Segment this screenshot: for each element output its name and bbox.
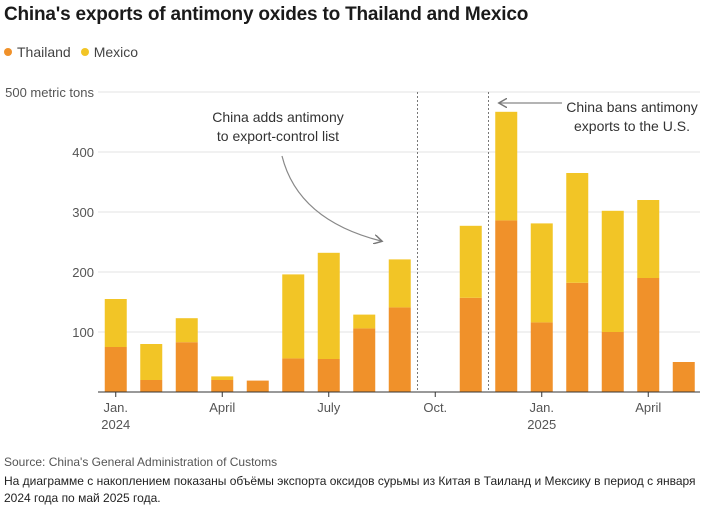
bar-mexico — [601, 210, 624, 332]
y-tick-label: 300 — [72, 205, 94, 220]
bar-mexico — [211, 376, 234, 380]
bar-mexico — [282, 274, 305, 359]
bar-thailand — [459, 297, 482, 392]
bar-mexico — [317, 252, 340, 359]
bar-thailand — [495, 220, 518, 392]
legend-item-mexico: Mexico — [80, 44, 139, 60]
bar-thailand — [637, 278, 660, 392]
chart-title: China's exports of antimony oxides to Th… — [4, 4, 529, 25]
bar-thailand — [211, 380, 234, 392]
x-tick-label: July — [317, 400, 341, 415]
gridlines — [98, 91, 700, 333]
bar-mexico — [175, 318, 198, 343]
bar-mexico — [388, 259, 411, 308]
annotation-us-ban-text: exports to the U.S. — [574, 118, 690, 134]
legend-swatch-mexico — [80, 48, 89, 56]
y-tick-label: 500 metric tons — [5, 85, 94, 100]
legend: Thailand Mexico — [4, 44, 138, 60]
stacked-bar-chart: 100 200 300 400 500 metric tons Jan. 2024 Apri… — [5, 85, 700, 432]
x-tick-label: Oct. — [423, 400, 447, 415]
bar-thailand — [175, 342, 198, 392]
bar-mexico — [530, 223, 553, 323]
y-tick-label: 400 — [72, 145, 94, 160]
x-tick-label: Jan. — [529, 400, 554, 415]
bar-thailand — [566, 282, 589, 392]
bar-thailand — [282, 358, 305, 392]
y-tick-label: 200 — [72, 265, 94, 280]
legend-label-thailand: Thailand — [17, 44, 71, 60]
annotation-export-control-arrow — [281, 155, 381, 241]
bar-thailand — [601, 332, 624, 392]
x-tick-year-label: 2025 — [527, 417, 556, 432]
x-tick-label: Jan. — [103, 400, 128, 415]
annotation-export-control-text: China adds antimony — [212, 109, 344, 125]
annotations: China adds antimony to export-control lis… — [212, 99, 698, 241]
y-axis-tick-labels: 100 200 300 400 500 metric tons — [5, 85, 94, 340]
bar-thailand — [353, 328, 376, 392]
bar-mexico — [566, 173, 589, 283]
bar-mexico — [140, 344, 163, 380]
legend-item-thailand: Thailand — [4, 44, 71, 60]
bar-thailand — [317, 359, 340, 392]
bar-thailand — [140, 380, 163, 392]
annotation-export-control-text: to export-control list — [217, 128, 339, 144]
x-tick-label: April — [635, 400, 661, 415]
bar-thailand — [530, 322, 553, 392]
bar-thailand — [672, 362, 695, 392]
x-tick-label: April — [209, 400, 235, 415]
bar-thailand — [104, 347, 127, 392]
x-axis-tick-labels: Jan. 2024 April July Oct. Jan. 2025 April — [101, 392, 661, 432]
x-tick-year-label: 2024 — [101, 417, 130, 432]
bar-thailand — [388, 307, 411, 392]
annotation-us-ban-text: China bans antimony — [566, 99, 698, 115]
chart-caption: На диаграмме с накоплением показаны объё… — [4, 474, 696, 505]
bar-thailand — [246, 380, 269, 392]
legend-label-mexico: Mexico — [93, 44, 139, 60]
y-tick-label: 100 — [72, 325, 94, 340]
bar-mexico — [459, 225, 482, 298]
bar-mexico — [637, 200, 660, 278]
bar-mexico — [495, 111, 518, 221]
event-markers — [417, 92, 489, 392]
bar-mexico — [104, 299, 127, 347]
bars — [104, 111, 695, 392]
source-note: Source: China's General Administration o… — [4, 455, 278, 469]
bar-mexico — [353, 314, 376, 329]
legend-swatch-thailand — [4, 48, 12, 56]
